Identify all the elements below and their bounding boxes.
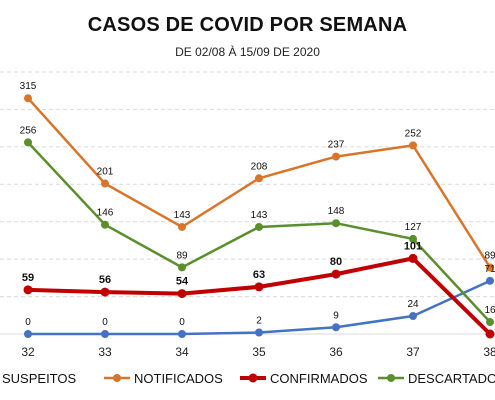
data-point [254, 282, 264, 292]
legend-label: NOTIFICADOS [134, 371, 223, 386]
data-label: 252 [405, 128, 422, 139]
data-point [177, 289, 187, 299]
data-label: 54 [176, 276, 189, 288]
data-label: 71 [484, 264, 495, 275]
chart-subtitle: DE 02/08 À 15/09 DE 2020 [175, 45, 320, 59]
data-point [100, 287, 110, 297]
data-point [24, 138, 32, 147]
data-label: 143 [174, 210, 191, 221]
data-label: 237 [328, 140, 345, 151]
data-label: 80 [330, 256, 342, 268]
data-point [178, 263, 186, 272]
data-label: 16 [484, 305, 495, 316]
data-label: 0 [102, 317, 108, 328]
data-label: 24 [407, 299, 419, 310]
data-point [255, 174, 263, 183]
data-point [486, 276, 494, 285]
legend-marker [248, 373, 258, 383]
data-label: 63 [253, 269, 265, 281]
data-point [332, 323, 340, 332]
data-point [178, 222, 186, 231]
data-point [486, 263, 494, 272]
x-tick-label: 32 [21, 345, 35, 359]
data-label: 89 [176, 250, 188, 261]
data-label: 148 [328, 206, 345, 217]
data-point [24, 94, 32, 103]
data-point [101, 220, 109, 229]
data-label: 127 [405, 222, 422, 233]
data-point [485, 329, 495, 339]
legend-marker [387, 374, 395, 382]
data-point [101, 330, 109, 338]
data-label: 59 [22, 272, 34, 284]
data-point [24, 330, 32, 338]
chart-title: CASOS DE COVID POR SEMANA [87, 14, 408, 36]
data-point [331, 269, 341, 279]
data-point [409, 141, 417, 150]
data-label: 208 [251, 161, 268, 172]
legend-label: DESCARTADOS [408, 371, 495, 386]
data-point [332, 152, 340, 161]
data-point [486, 318, 494, 327]
data-point [408, 253, 418, 263]
legend-marker [113, 374, 121, 382]
x-tick-label: 33 [98, 345, 112, 359]
x-tick-label: 37 [406, 345, 420, 359]
data-label: 0 [25, 317, 31, 328]
data-label: 146 [97, 208, 114, 219]
data-label: 315 [20, 81, 37, 92]
x-tick-label: 36 [329, 345, 343, 359]
legend-label: CONFIRMADOS [270, 371, 368, 386]
x-tick-label: 34 [175, 345, 189, 359]
data-label: 9 [333, 310, 339, 321]
data-point [101, 179, 109, 188]
data-label: 101 [404, 240, 422, 252]
data-point [255, 222, 263, 231]
x-tick-label: 38 [483, 345, 495, 359]
data-label: 143 [251, 210, 268, 221]
data-point [332, 219, 340, 228]
data-point [255, 328, 263, 337]
data-point [409, 312, 417, 321]
data-point [23, 285, 33, 295]
data-label: 2 [256, 316, 262, 327]
data-label: 89 [484, 250, 495, 261]
data-point [178, 330, 186, 338]
data-point [409, 234, 417, 243]
data-label: 201 [97, 167, 114, 178]
x-tick-label: 35 [252, 345, 266, 359]
data-label: 0 [179, 317, 185, 328]
data-label: 256 [20, 125, 37, 136]
data-label: 56 [99, 274, 111, 286]
legend-label: SUSPEITOS [2, 371, 77, 386]
